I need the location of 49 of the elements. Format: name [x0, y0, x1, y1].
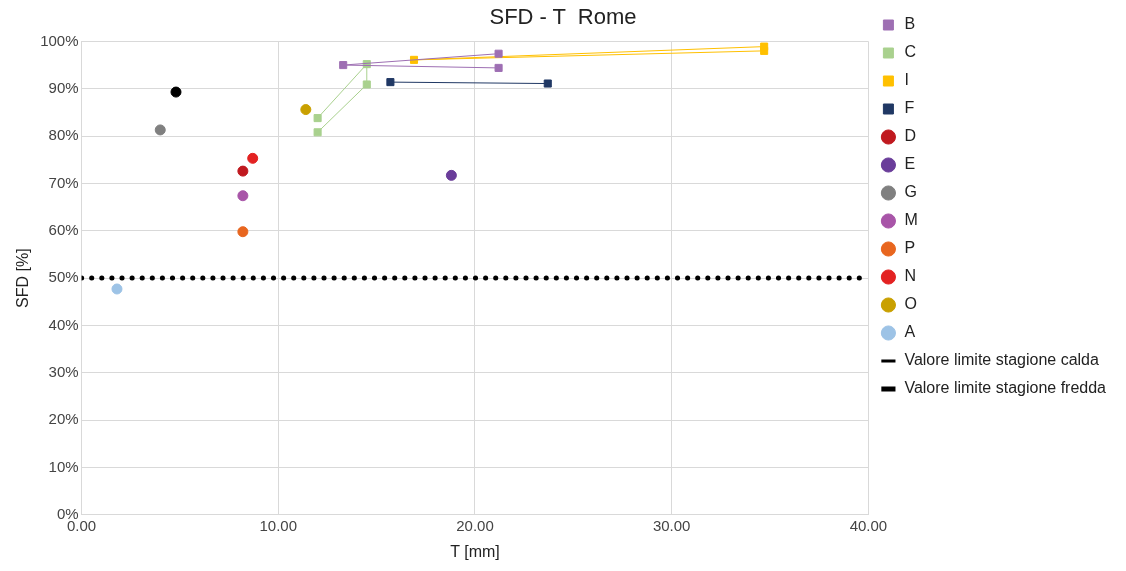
- legend-label: C: [904, 43, 916, 61]
- point: [237, 165, 249, 177]
- legend-label: F: [904, 99, 915, 117]
- legend-label: E: [904, 155, 916, 173]
- legend-label: I: [904, 71, 909, 89]
- y-tick-label: 90%: [48, 78, 79, 96]
- x-axis-title: T [mm]: [450, 542, 500, 560]
- y-tick-label: 40%: [48, 315, 79, 333]
- x-tick-label: 10.00: [259, 516, 298, 534]
- point: [237, 190, 249, 202]
- point: [111, 283, 123, 295]
- point: [543, 79, 552, 88]
- y-tick-label: 80%: [48, 126, 79, 144]
- x-tick-label: 40.00: [849, 516, 888, 534]
- point: [247, 152, 259, 164]
- legend-label: P: [904, 239, 916, 257]
- y-tick-label: 50%: [48, 268, 79, 286]
- x-tick-label: 20.00: [456, 516, 494, 534]
- y-tick-label: 60%: [48, 220, 79, 238]
- point: [445, 169, 457, 181]
- x-tick-label: 30.00: [652, 516, 691, 534]
- y-tick-label: 30%: [48, 362, 79, 380]
- legend-label: Valore limite stagione fredda: [904, 379, 1107, 397]
- point: [339, 61, 348, 70]
- y-tick-label: 70%: [48, 173, 79, 191]
- chart-title: SFD - T Rome: [489, 4, 637, 30]
- y-axis-title: SFD [%]: [14, 248, 32, 308]
- point: [494, 49, 503, 58]
- point: [154, 124, 166, 136]
- point: [760, 42, 769, 51]
- legend-label: G: [904, 183, 917, 201]
- point: [362, 80, 371, 89]
- y-tick-label: 20%: [48, 410, 79, 428]
- point: [386, 78, 395, 87]
- legend-label: M: [904, 211, 918, 229]
- point: [237, 226, 249, 238]
- y-tick-label: 100%: [40, 31, 79, 49]
- legend-label: Valore limite stagione calda: [904, 351, 1099, 369]
- point: [300, 104, 312, 116]
- point: [170, 86, 182, 98]
- legend-label: O: [904, 295, 917, 313]
- legend-label: D: [904, 127, 916, 145]
- legend-label: B: [904, 15, 916, 33]
- y-tick-label: 10%: [48, 457, 79, 475]
- legend-label: A: [904, 323, 916, 341]
- point: [313, 114, 322, 123]
- legend-label: N: [904, 267, 916, 285]
- point: [494, 63, 503, 72]
- point: [313, 128, 322, 137]
